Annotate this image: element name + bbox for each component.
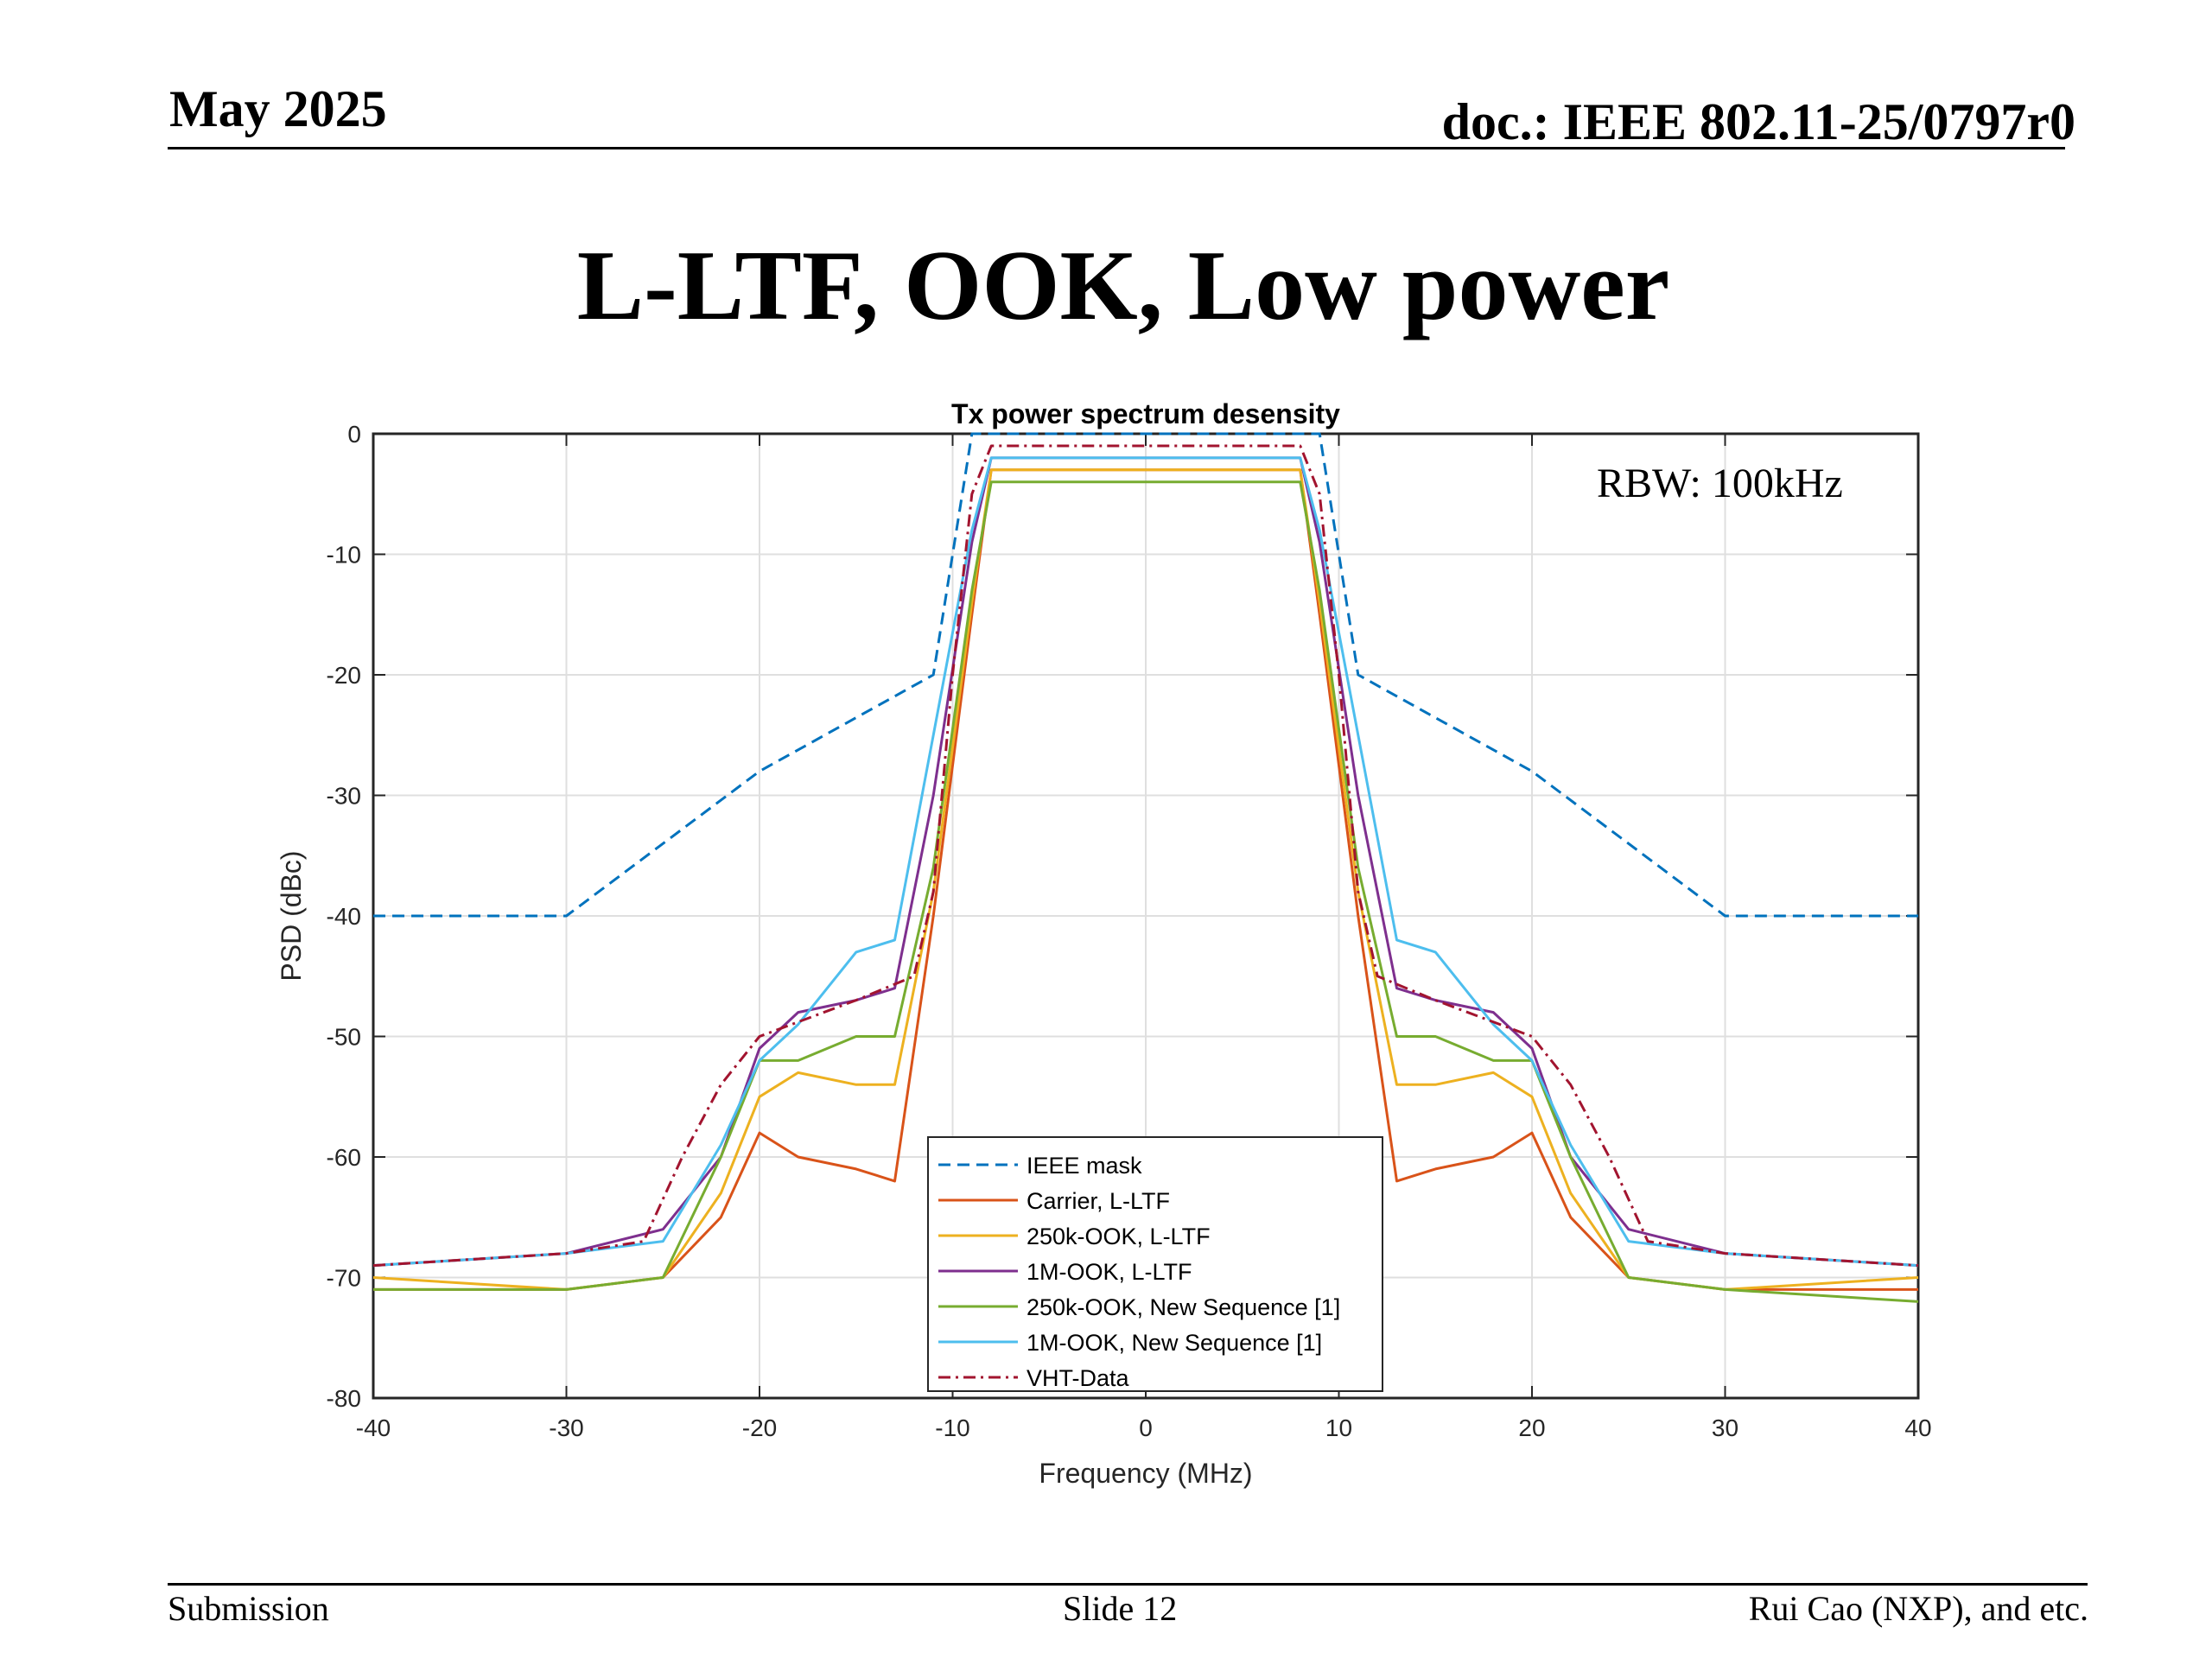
header-doc-id: doc.: IEEE 802.11-25/0797r0 [1441,93,2075,150]
y-tick-label: -60 [327,1144,361,1171]
y-tick-label: -10 [327,542,361,569]
chart-title: Tx power spectrum desensity [951,398,1340,429]
series-line-vht-data [372,444,1919,1268]
series-line-250k-ook-new-sequence-1 [373,480,1919,1303]
header-date: May 2025 [169,80,387,137]
y-tick-label: -50 [327,1024,361,1051]
footer-rule [168,1583,2088,1586]
header-rule [168,147,2065,149]
legend-label: 1M-OOK, New Sequence [1] [1027,1330,1322,1356]
series-lines [372,432,1919,1303]
legend-label: 250k-OOK, New Sequence [1] [1027,1294,1340,1320]
psd-chart: -40 -30 -20 -10 0 10 20 30 40 0 -10 -20 -30 -40 -50 -60… [276,398,1932,1489]
y-axis-label: PSD (dBc) [276,850,307,981]
y-tick-label: -70 [327,1265,361,1292]
footer-author: Rui Cao (NXP), and etc. [1748,1589,2088,1628]
series-line-1m-ook-new-sequence-1 [372,456,1919,1268]
legend-label: 250k-OOK, L-LTF [1027,1224,1211,1249]
footer-slide-number: Slide 12 [1063,1589,1178,1628]
y-tick-label: 0 [347,421,361,448]
x-tick-label: 40 [1904,1414,1931,1441]
series-line-250k-ook-l-ltf [372,468,1919,1291]
legend-label: Carrier, L-LTF [1027,1188,1170,1214]
legend-items: IEEE mask Carrier, L-LTF 250k-OOK, L-LTF 1M… [938,1153,1340,1391]
legend-label: 1M-OOK, L-LTF [1027,1259,1192,1285]
x-tick-label: 0 [1139,1414,1153,1441]
legend-label: IEEE mask [1027,1153,1142,1179]
tick-labels: -40 -30 -20 -10 0 10 20 30 40 0 -10 -20 -30 -40 -50 -60… [327,421,1932,1441]
x-tick-label: 10 [1325,1414,1352,1441]
x-tick-label: -20 [742,1414,777,1441]
x-tick-label: 30 [1712,1414,1738,1441]
x-axis-label: Frequency (MHz) [1039,1458,1252,1489]
footer-submission: Submission [168,1589,329,1628]
x-tick-label: -30 [549,1414,583,1441]
x-tick-label: 20 [1518,1414,1545,1441]
x-tick-label: -10 [935,1414,969,1441]
legend-box [927,1136,1383,1392]
legend-label: VHT-Data [1027,1365,1130,1391]
y-tick-label: -30 [327,783,361,810]
y-tick-label: -20 [327,662,361,689]
rbw-annotation: RBW: 100kHz [1597,461,1843,506]
y-tick-label: -80 [327,1385,361,1412]
slide-title: L-LTF, OOK, Low power [576,231,1670,341]
series-line-ieee-mask [373,432,1918,918]
x-tick-label: -40 [356,1414,391,1441]
y-tick-label: -40 [327,903,361,930]
legend: IEEE mask Carrier, L-LTF 250k-OOK, L-LTF 1M… [927,1136,1383,1392]
